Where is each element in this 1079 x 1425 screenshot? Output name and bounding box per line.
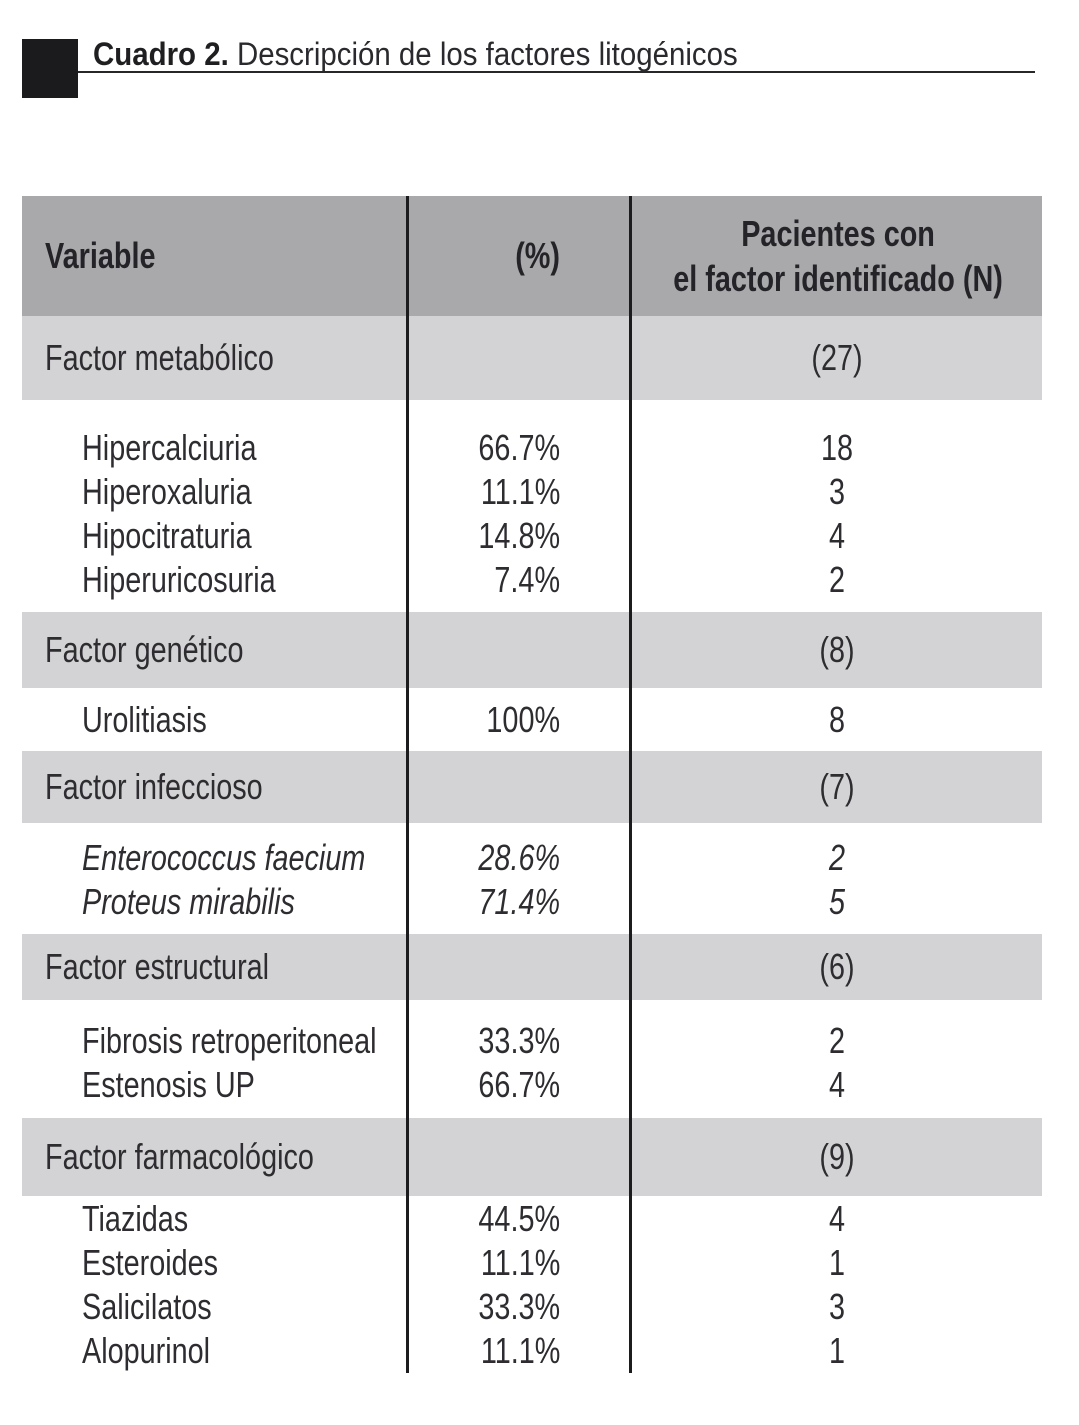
item-group-farmacologico: Tiazidas 44.5% 4 Esteroides 11.1% 1 Sali…	[22, 1196, 1042, 1373]
section-label-cell: Factor estructural	[45, 946, 270, 987]
item-label-cell: Hiperoxaluria	[82, 471, 252, 512]
item-pct-cell: 66.7%	[478, 427, 560, 468]
section-n-cell: (27)	[811, 337, 863, 378]
item-pct-cell: 11.1%	[480, 1242, 560, 1283]
item-label-cell: Enterococcus faecium	[82, 837, 366, 878]
item-label-cell: Salicilatos	[82, 1286, 212, 1327]
item-n-cell: 4	[828, 1198, 846, 1239]
item-group-infeccioso: Enterococcus faecium 28.6% 2 Proteus mir…	[22, 823, 1042, 934]
section-n-cell: (7)	[819, 766, 855, 807]
item-n-cell: 8	[828, 699, 846, 740]
column-divider-2	[629, 196, 632, 1373]
item-pct-cell: 11.1%	[480, 1330, 560, 1371]
item-label-cell: Fibrosis retroperitoneal	[82, 1020, 377, 1061]
item-group-genetico: Urolitiasis 100% 8	[22, 688, 1042, 751]
item-n-cell: 4	[828, 1064, 846, 1105]
section-n-cell: (9)	[819, 1136, 855, 1177]
item-label-cell: Tiazidas	[82, 1198, 189, 1239]
item-pct-cell: 100%	[486, 699, 560, 740]
table-row: Salicilatos 33.3% 3	[22, 1285, 1042, 1329]
section-row-infeccioso: Factor infeccioso (7)	[22, 751, 1042, 823]
table-row: Esteroides 11.1% 1	[22, 1241, 1042, 1285]
item-pct-cell: 44.5%	[478, 1198, 560, 1239]
table-row: Hipocitraturia 14.8% 4	[22, 514, 1042, 558]
section-label-cell: Factor infeccioso	[45, 766, 263, 807]
item-pct-cell: 7.4%	[494, 559, 560, 600]
section-n-cell: (6)	[819, 946, 855, 987]
section-row-estructural: Factor estructural (6)	[22, 934, 1042, 1000]
item-pct-cell: 33.3%	[478, 1020, 560, 1061]
item-label-cell: Hipercalciuria	[82, 427, 257, 468]
header-cell-patients: Pacientes con el factor identificado (N)	[673, 213, 1003, 299]
table-row: Fibrosis retroperitoneal 33.3% 2	[22, 1019, 1042, 1063]
item-n-cell: 3	[828, 1286, 846, 1327]
section-n-cell: (8)	[819, 629, 855, 670]
item-n-cell: 5	[828, 881, 846, 922]
figure-title: Cuadro 2. Descripción de los factores li…	[93, 36, 794, 72]
table-header-row: Variable (%) Pacientes con el factor ide…	[22, 196, 1042, 316]
item-label-cell: Esteroides	[82, 1242, 219, 1283]
table-row: Hiperoxaluria 11.1% 3	[22, 470, 1042, 514]
table-row: Enterococcus faecium 28.6% 2	[22, 836, 1042, 880]
header-cell-variable: Variable	[45, 235, 156, 276]
item-n-cell: 1	[828, 1330, 846, 1371]
section-row-genetico: Factor genético (8)	[22, 612, 1042, 688]
table-row: Estenosis UP 66.7% 4	[22, 1063, 1042, 1107]
item-pct-cell: 66.7%	[478, 1064, 560, 1105]
table-row: Proteus mirabilis 71.4% 5	[22, 880, 1042, 924]
item-pct-cell: 11.1%	[480, 471, 560, 512]
table-row: Alopurinol 11.1% 1	[22, 1329, 1042, 1373]
item-n-cell: 2	[828, 1020, 846, 1061]
section-label-cell: Factor genético	[45, 629, 244, 670]
figure-marker-square	[22, 39, 78, 98]
item-label-cell: Hiperuricosuria	[82, 559, 276, 600]
item-n-cell: 2	[828, 837, 846, 878]
item-n-cell: 18	[820, 427, 854, 468]
item-pct-cell: 33.3%	[478, 1286, 560, 1327]
lithogenic-factors-table: Variable (%) Pacientes con el factor ide…	[22, 196, 1042, 1373]
figure-caption: Descripción de los factores litogénicos	[236, 36, 738, 72]
item-pct-cell: 14.8%	[478, 515, 560, 556]
item-label-cell: Alopurinol	[82, 1330, 211, 1371]
section-label-cell: Factor farmacológico	[45, 1136, 314, 1177]
item-n-cell: 3	[828, 471, 846, 512]
item-n-cell: 1	[828, 1242, 846, 1283]
table-row: Tiazidas 44.5% 4	[22, 1197, 1042, 1241]
figure-label: Cuadro 2.	[93, 36, 229, 72]
item-n-cell: 4	[828, 515, 846, 556]
table-row: Hipercalciuria 66.7% 18	[22, 426, 1042, 470]
item-pct-cell: 28.6%	[478, 837, 560, 878]
table-row: Urolitiasis 100% 8	[22, 698, 1042, 742]
title-rule	[78, 71, 1035, 73]
item-n-cell: 2	[828, 559, 846, 600]
item-pct-cell: 71.4%	[478, 881, 560, 922]
section-label-cell: Factor metabólico	[45, 337, 274, 378]
header-cell-percent: (%)	[515, 235, 560, 276]
item-label-cell: Hipocitraturia	[82, 515, 252, 556]
item-label-cell: Estenosis UP	[82, 1064, 255, 1105]
item-group-estructural: Fibrosis retroperitoneal 33.3% 2 Estenos…	[22, 1000, 1042, 1118]
section-row-metabolico: Factor metabólico (27)	[22, 316, 1042, 400]
column-divider-1	[406, 196, 409, 1373]
item-group-metabolico: Hipercalciuria 66.7% 18 Hiperoxaluria 11…	[22, 400, 1042, 612]
item-label-cell: Proteus mirabilis	[82, 881, 295, 922]
section-row-farmacologico: Factor farmacológico (9)	[22, 1118, 1042, 1196]
table-row: Hiperuricosuria 7.4% 2	[22, 558, 1042, 602]
item-label-cell: Urolitiasis	[82, 699, 207, 740]
